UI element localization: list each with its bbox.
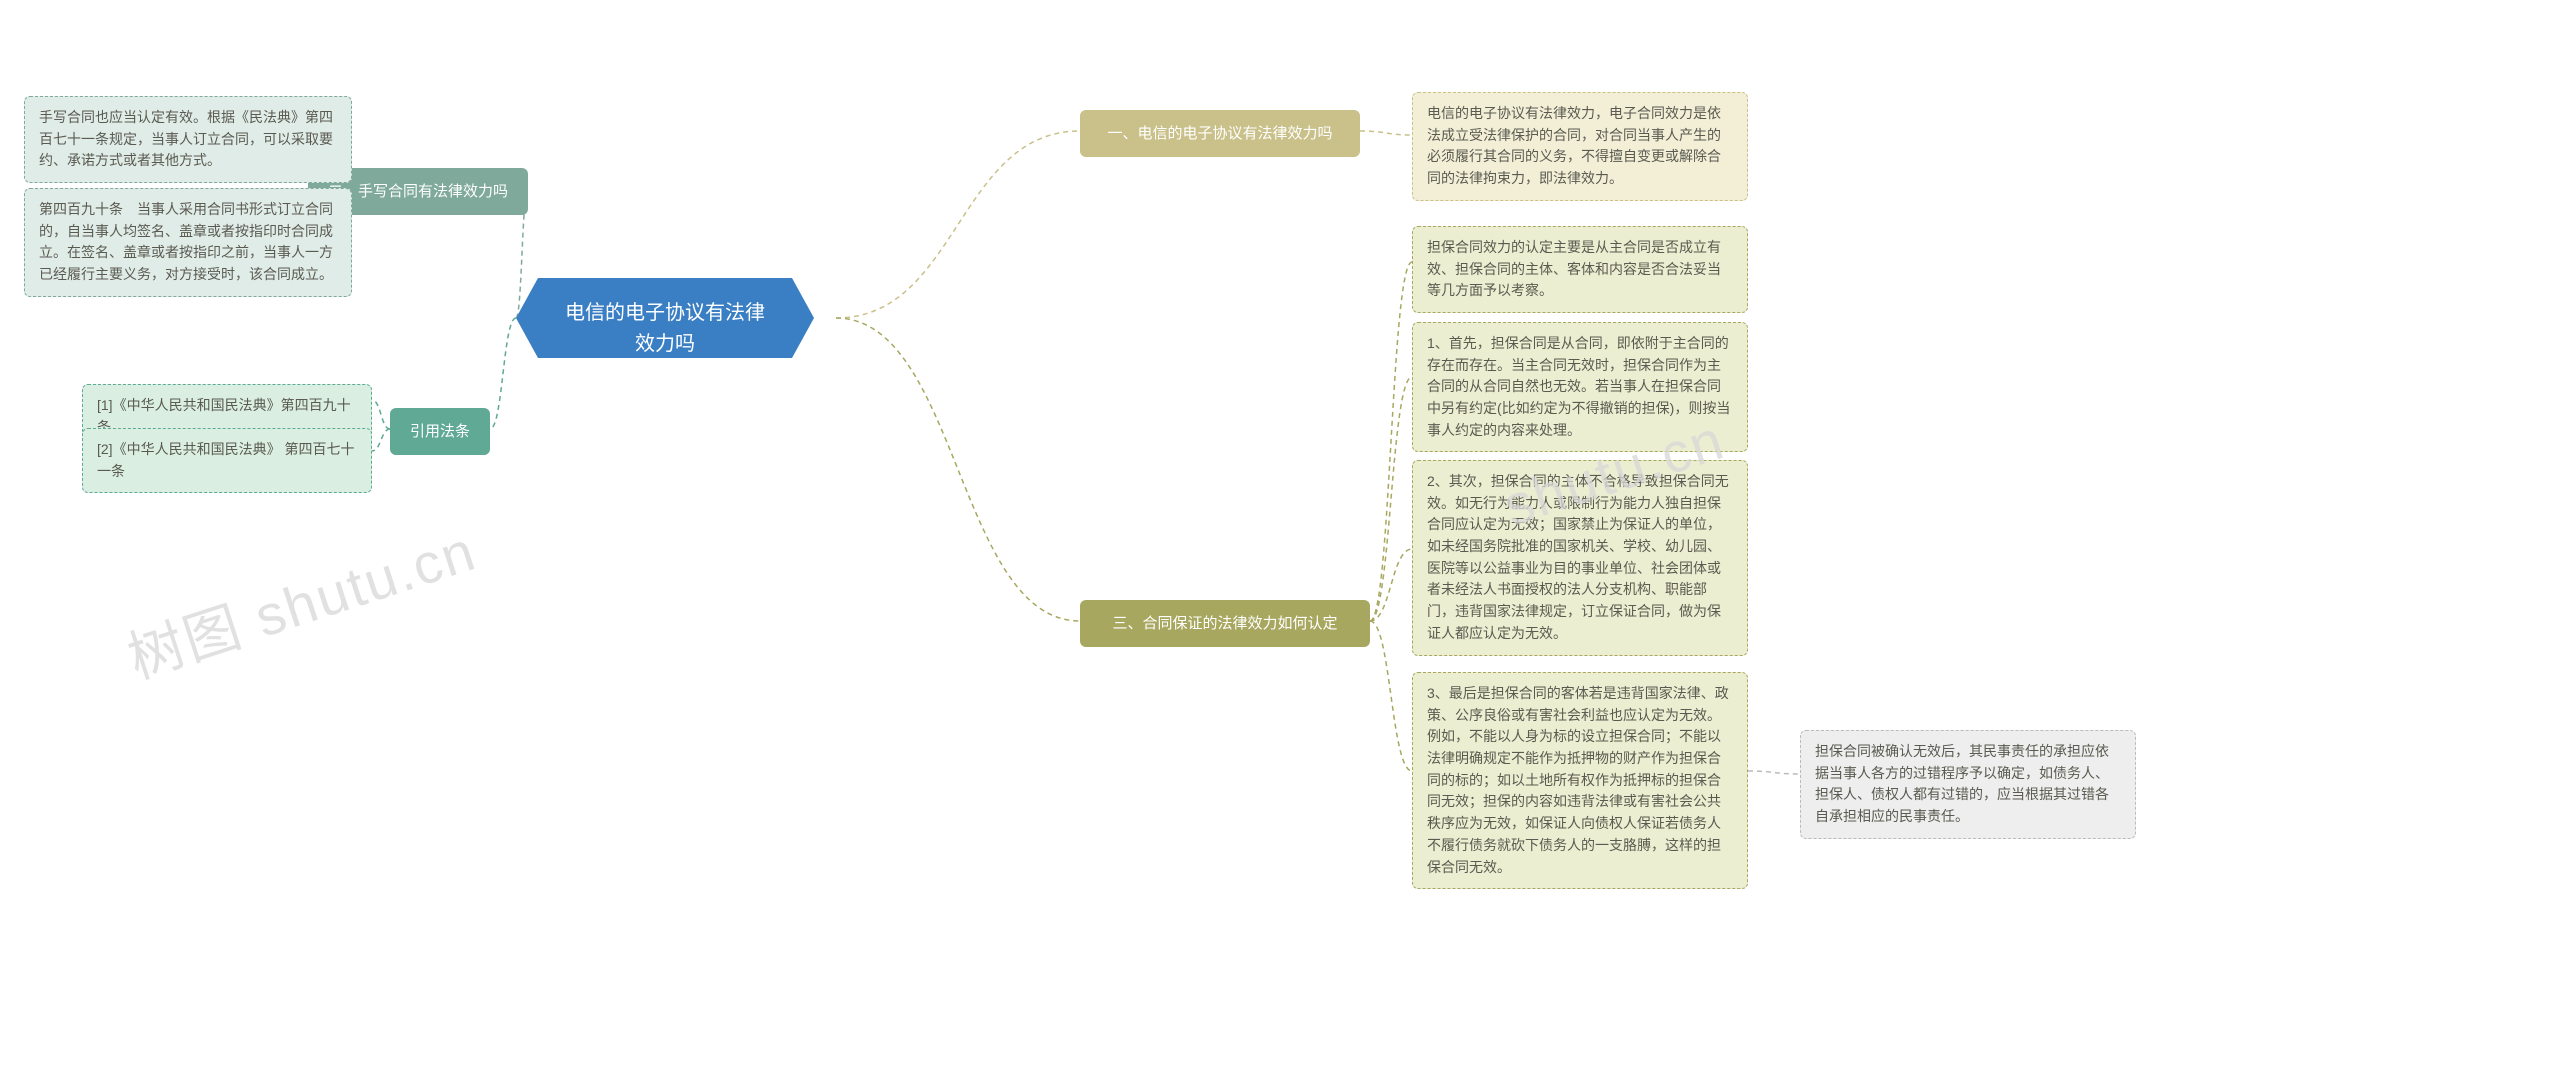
leaf-3c: 2、其次，担保合同的主体不合格导致担保合同无效。如无行为能力人或限制行为能力人独… xyxy=(1412,460,1748,656)
leaf-2a: 手写合同也应当认定有效。根据《民法典》第四百七十一条规定，当事人订立合同，可以采… xyxy=(24,96,352,183)
leaf-3b: 1、首先，担保合同是从合同，即依附于主合同的存在而存在。当主合同无效时，担保合同… xyxy=(1412,322,1748,452)
branch-4: 引用法条 xyxy=(390,408,490,455)
root-arrow-left xyxy=(516,278,538,358)
leaf-4b: [2]《中华人民共和国民法典》 第四百七十一条 xyxy=(82,428,372,493)
leaf-3d-sub: 担保合同被确认无效后，其民事责任的承担应依据当事人各方的过错程序予以确定，如债务… xyxy=(1800,730,2136,839)
leaf-3a: 担保合同效力的认定主要是从主合同是否成立有效、担保合同的主体、客体和内容是否合法… xyxy=(1412,226,1748,313)
branch-1: 一、电信的电子协议有法律效力吗 xyxy=(1080,110,1360,157)
root-arrow-right xyxy=(792,278,814,358)
root-node: 电信的电子协议有法律效力吗 xyxy=(538,278,792,358)
leaf-2b: 第四百九十条 当事人采用合同书形式订立合同的，自当事人均签名、盖章或者按指印时合… xyxy=(24,188,352,297)
leaf-3d: 3、最后是担保合同的客体若是违背国家法律、政策、公序良俗或有害社会利益也应认定为… xyxy=(1412,672,1748,889)
connector-layer xyxy=(0,0,2560,1088)
branch-3: 三、合同保证的法律效力如何认定 xyxy=(1080,600,1370,647)
watermark-1: 树图 shutu.cn xyxy=(116,506,485,695)
leaf-1: 电信的电子协议有法律效力，电子合同效力是依法成立受法律保护的合同，对合同当事人产… xyxy=(1412,92,1748,201)
